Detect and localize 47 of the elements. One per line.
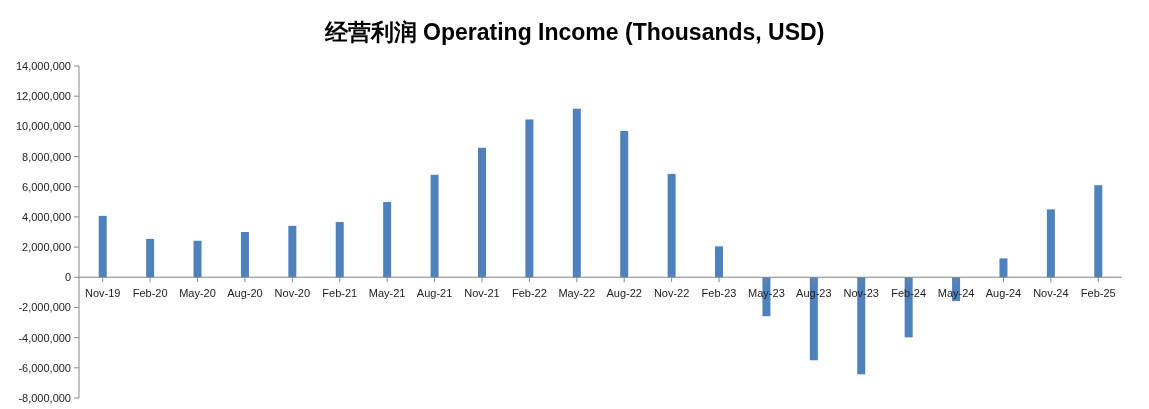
bar	[572, 108, 581, 278]
bar	[98, 215, 107, 278]
x-tick-label: Nov-19	[84, 287, 121, 300]
y-tick-label: 14,000,000	[15, 60, 71, 72]
bar	[1046, 209, 1055, 278]
bar	[430, 174, 439, 278]
x-tick-label: Feb-25	[1080, 287, 1116, 300]
x-tick-label: May-22	[558, 287, 596, 300]
bar	[240, 232, 249, 278]
bar	[288, 225, 297, 278]
x-tick-label: Feb-23	[701, 287, 737, 300]
bar	[335, 222, 344, 278]
y-tick-label: -8,000,000	[18, 392, 71, 404]
chart-title: 经营利润 Operating Income (Thousands, USD)	[323, 19, 825, 45]
x-tick-label: Aug-20	[227, 287, 263, 300]
x-tick-label: Nov-24	[1033, 287, 1069, 300]
x-tick-label: Nov-21	[464, 287, 500, 300]
y-tick-label: 2,000,000	[22, 241, 71, 254]
bar	[477, 147, 486, 278]
x-tick-label: May-21	[368, 287, 406, 300]
y-tick-label: -6,000,000	[18, 361, 71, 374]
y-tick-label: -2,000,000	[18, 301, 71, 314]
bar	[383, 201, 392, 278]
bar	[193, 240, 202, 278]
y-tick-label: 12,000,000	[15, 90, 71, 103]
y-tick-label: 10,000,000	[15, 120, 71, 133]
y-tick-label: 4,000,000	[22, 210, 71, 223]
bar	[667, 173, 676, 278]
bar	[146, 238, 155, 278]
x-tick-label: Nov-20	[274, 287, 311, 300]
x-tick-label: Aug-24	[985, 287, 1022, 300]
x-tick-label: Feb-22	[511, 287, 547, 300]
bar	[1094, 185, 1103, 278]
bar	[620, 130, 629, 278]
y-tick-label: 0	[64, 271, 71, 284]
x-tick-label: Aug-21	[416, 287, 453, 300]
bar	[525, 119, 534, 278]
bar	[999, 258, 1008, 278]
x-tick-label: May-20	[179, 287, 216, 300]
x-tick-label: Nov-22	[653, 287, 690, 300]
y-tick-label: 8,000,000	[22, 150, 71, 163]
x-tick-label: Feb-20	[132, 287, 168, 300]
x-tick-label: Aug-22	[606, 287, 642, 300]
y-tick-label: -4,000,000	[18, 331, 71, 344]
y-tick-label: 6,000,000	[22, 180, 71, 193]
x-tick-label: Feb-21	[322, 287, 358, 300]
bar	[715, 246, 724, 278]
